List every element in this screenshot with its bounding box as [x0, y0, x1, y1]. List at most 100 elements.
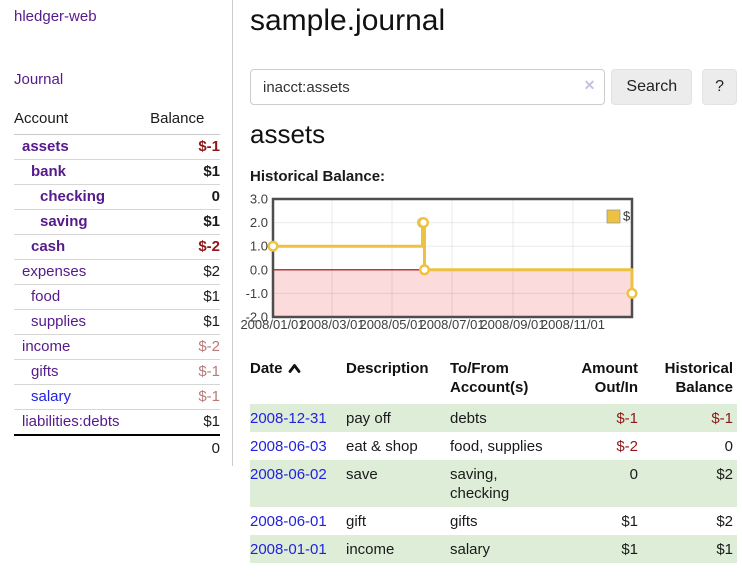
register-description: save	[346, 466, 378, 483]
sidebar-account-row: saving $1	[14, 209, 220, 235]
chart-title: Historical Balance:	[250, 168, 386, 185]
accounts-header-balance: Balance	[150, 108, 220, 135]
sidebar-account-row: gifts $-1	[14, 359, 220, 385]
register-rows: 2008-12-31 pay off debts $-1 $-1 2008-06-03 ea…	[250, 404, 737, 563]
register-balance: $2	[716, 466, 733, 483]
register-header-balance: Historical Balance	[664, 360, 733, 396]
sidebar-account-row: liabilities:debts $1	[14, 409, 220, 436]
register-header-date[interactable]: Date	[250, 357, 346, 404]
sidebar-account-salary[interactable]: salary	[31, 388, 72, 405]
historical-balance-chart[interactable]: $3.0 2.0 1.0 0.0 -1.0 -2.02008/01/012008/03/0…	[240, 193, 740, 335]
search-form: ✕ Search ?	[250, 69, 737, 105]
register-row: 2008-01-01 income salary $1 $1	[250, 535, 737, 563]
register-date-link[interactable]: 2008-06-02	[250, 466, 327, 483]
sidebar-account-row: checking 0	[14, 184, 220, 210]
svg-text:-2.0: -2.0	[246, 310, 268, 325]
sidebar-account-balance: $-1	[150, 134, 220, 160]
search-input[interactable]	[250, 69, 606, 105]
register-row: 2008-12-31 pay off debts $-1 $-1	[250, 404, 737, 432]
register-accounts: salary	[450, 541, 491, 558]
sidebar-account-liabilities-debts[interactable]: liabilities:debts	[22, 413, 120, 430]
sidebar-account-row: expenses $2	[14, 259, 220, 285]
register-header-amount: Amount Out/In	[581, 360, 638, 396]
main-content: sample.journal ✕ Search ? assets Histori…	[240, 0, 737, 563]
register-amount: $1	[621, 541, 638, 558]
app-title-link[interactable]: hledger-web	[14, 8, 97, 25]
sidebar-account-cash[interactable]: cash	[31, 238, 66, 255]
sidebar-account-income[interactable]: income	[22, 338, 71, 355]
register-balance: $2	[716, 513, 733, 530]
svg-text:0.0: 0.0	[250, 262, 268, 277]
register-date-link[interactable]: 2008-06-01	[250, 513, 327, 530]
clear-search-icon[interactable]: ✕	[583, 77, 596, 93]
page-title: sample.journal	[250, 4, 446, 37]
sidebar-account-saving[interactable]: saving	[40, 213, 88, 230]
register-balance: 0	[724, 438, 733, 455]
sidebar-account-bank[interactable]: bank	[31, 163, 67, 180]
sidebar-account-row: cash $-2	[14, 234, 220, 260]
register-table: Date Description To/From Account(s) Amou…	[250, 357, 737, 563]
register-amount: $-1	[616, 410, 638, 427]
register-row: 2008-06-02 save saving, checking 0 $2	[250, 460, 737, 507]
register-amount: $-2	[616, 438, 638, 455]
register-balance: $-1	[711, 410, 733, 427]
sidebar-account-balance: $1	[150, 409, 220, 436]
sidebar: hledger-web Journal Account Balance asse…	[0, 0, 233, 466]
sidebar-account-balance: $-1	[150, 359, 220, 385]
sort-ascending-icon	[288, 364, 300, 373]
register-amount: $1	[621, 513, 638, 530]
sidebar-account-food[interactable]: food	[31, 288, 61, 305]
svg-text:2008/03/01: 2008/03/01	[299, 317, 364, 332]
register-header-description: Description	[346, 360, 429, 377]
svg-text:2008/07/01: 2008/07/01	[419, 317, 484, 332]
sidebar-total-balance: 0	[150, 434, 220, 462]
svg-text:2008/09/01: 2008/09/01	[480, 317, 545, 332]
sidebar-account-supplies[interactable]: supplies	[31, 313, 87, 330]
sidebar-account-balance: $-2	[150, 334, 220, 360]
sidebar-account-row: income $-2	[14, 334, 220, 360]
register-row: 2008-06-01 gift gifts $1 $2	[250, 507, 737, 535]
sidebar-total-row: 0	[14, 434, 220, 462]
search-box: ✕	[250, 69, 606, 105]
svg-text:$: $	[623, 209, 631, 224]
sidebar-account-row: food $1	[14, 284, 220, 310]
sidebar-account-assets[interactable]: assets	[22, 138, 69, 155]
svg-text:2.0: 2.0	[250, 215, 268, 230]
register-description: pay off	[346, 410, 391, 427]
sidebar-item-journal[interactable]: Journal	[14, 71, 64, 88]
register-header-accounts: To/From Account(s)	[450, 360, 529, 396]
register-date-link[interactable]: 2008-06-03	[250, 438, 327, 455]
register-header-row: Date Description To/From Account(s) Amou…	[250, 357, 737, 404]
sidebar-accounts-table: Account Balance assets $-1 bank $1 checking 0…	[14, 108, 220, 462]
sidebar-account-balance: $1	[150, 284, 220, 310]
register-balance: $1	[716, 541, 733, 558]
register-date-link[interactable]: 2008-12-31	[250, 410, 327, 427]
accounts-header-account: Account	[14, 108, 151, 135]
sidebar-account-expenses[interactable]: expenses	[22, 263, 87, 280]
register-row: 2008-06-03 eat & shop food, supplies $-2 0	[250, 432, 737, 460]
help-button[interactable]: ?	[702, 69, 737, 105]
svg-text:3.0: 3.0	[250, 193, 268, 207]
register-description: eat & shop	[346, 438, 418, 455]
sidebar-account-rows: assets $-1 bank $1 checking 0 saving $1 cash $-2 e…	[14, 134, 220, 436]
search-button[interactable]: Search	[611, 69, 693, 105]
sidebar-account-balance: $-2	[150, 234, 220, 260]
svg-text:1.0: 1.0	[250, 239, 268, 254]
register-accounts: gifts	[450, 513, 478, 530]
register-description: gift	[346, 513, 367, 530]
register-accounts: food, supplies	[450, 438, 543, 455]
svg-text:2008/01/01: 2008/01/01	[240, 317, 305, 332]
register-date-link[interactable]: 2008-01-01	[250, 541, 327, 558]
sidebar-account-balance: $-1	[150, 384, 220, 410]
sidebar-account-row: bank $1	[14, 159, 220, 185]
register-description: income	[346, 541, 395, 558]
sidebar-account-checking[interactable]: checking	[40, 188, 106, 205]
sidebar-account-gifts[interactable]: gifts	[31, 363, 59, 380]
account-heading: assets	[250, 119, 326, 149]
sidebar-account-balance: $2	[150, 259, 220, 285]
register-accounts: saving, checking	[450, 466, 510, 502]
sidebar-account-balance: $1	[150, 159, 220, 185]
sidebar-account-row: assets $-1	[14, 134, 220, 160]
sidebar-account-balance: $1	[150, 209, 220, 235]
svg-text:2008/05/01: 2008/05/01	[359, 317, 424, 332]
